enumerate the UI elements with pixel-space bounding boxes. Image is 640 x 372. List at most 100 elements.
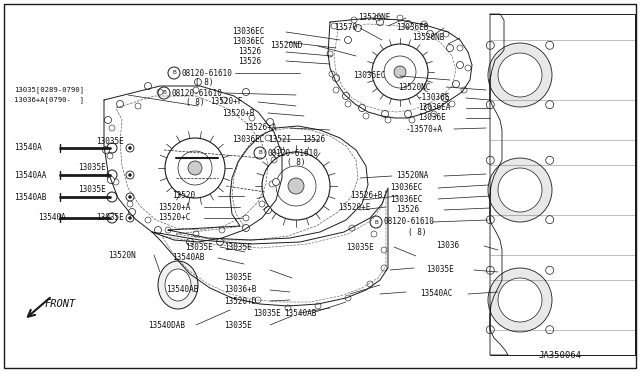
Text: 13520+E: 13520+E bbox=[338, 202, 371, 212]
Circle shape bbox=[154, 227, 161, 234]
Circle shape bbox=[345, 101, 351, 107]
Text: 13520NE: 13520NE bbox=[358, 13, 390, 22]
Text: 13540AB: 13540AB bbox=[172, 253, 204, 263]
Text: 13520+A: 13520+A bbox=[158, 202, 190, 212]
Text: 13035E: 13035E bbox=[224, 273, 252, 282]
Circle shape bbox=[264, 206, 271, 214]
Text: 13035E: 13035E bbox=[96, 137, 124, 145]
Circle shape bbox=[329, 71, 335, 77]
Text: 13570: 13570 bbox=[334, 23, 357, 32]
Circle shape bbox=[331, 23, 337, 29]
Circle shape bbox=[465, 65, 471, 71]
Text: 13036+A[0790-  ]: 13036+A[0790- ] bbox=[14, 97, 84, 103]
Text: 13540AC: 13540AC bbox=[420, 289, 452, 298]
Text: 13035E: 13035E bbox=[185, 243, 212, 251]
Circle shape bbox=[126, 171, 134, 179]
Circle shape bbox=[486, 266, 494, 274]
Circle shape bbox=[273, 179, 280, 186]
Circle shape bbox=[486, 41, 494, 49]
Circle shape bbox=[315, 303, 321, 309]
Text: 13526: 13526 bbox=[396, 205, 419, 215]
Circle shape bbox=[129, 217, 131, 219]
Circle shape bbox=[488, 43, 552, 107]
Text: 13520+D: 13520+D bbox=[224, 296, 257, 305]
Text: 13035E: 13035E bbox=[253, 308, 281, 317]
Circle shape bbox=[546, 156, 554, 164]
Text: 13036EA: 13036EA bbox=[418, 103, 451, 112]
Text: 13526: 13526 bbox=[238, 57, 261, 65]
Circle shape bbox=[129, 173, 131, 176]
Text: 13035E: 13035E bbox=[224, 243, 252, 251]
Circle shape bbox=[129, 147, 131, 150]
Text: 13540AB: 13540AB bbox=[284, 308, 316, 317]
Circle shape bbox=[195, 78, 202, 86]
Text: 13036E: 13036E bbox=[418, 113, 445, 122]
Text: 13036: 13036 bbox=[436, 241, 459, 250]
Circle shape bbox=[345, 295, 351, 301]
Circle shape bbox=[546, 216, 554, 224]
Circle shape bbox=[486, 216, 494, 224]
Circle shape bbox=[126, 193, 134, 201]
Text: 13540AA: 13540AA bbox=[14, 170, 46, 180]
Text: 13035E: 13035E bbox=[78, 186, 106, 195]
Text: 13526: 13526 bbox=[238, 48, 261, 57]
Circle shape bbox=[546, 266, 554, 274]
Text: 13540AB: 13540AB bbox=[14, 192, 46, 202]
Text: 13520NB: 13520NB bbox=[412, 33, 444, 42]
Circle shape bbox=[285, 305, 291, 311]
Circle shape bbox=[129, 196, 131, 199]
Circle shape bbox=[488, 268, 552, 332]
Circle shape bbox=[129, 208, 136, 215]
Text: 13520NC: 13520NC bbox=[398, 83, 430, 92]
Circle shape bbox=[546, 101, 554, 109]
Circle shape bbox=[457, 45, 463, 51]
Text: 13520N: 13520N bbox=[108, 250, 136, 260]
Circle shape bbox=[431, 111, 437, 117]
Text: B: B bbox=[172, 71, 176, 76]
Circle shape bbox=[486, 101, 494, 109]
Circle shape bbox=[107, 213, 117, 223]
Text: 13035[0289-0790]: 13035[0289-0790] bbox=[14, 87, 84, 93]
Circle shape bbox=[216, 238, 223, 246]
Text: 13036EC: 13036EC bbox=[390, 195, 422, 203]
Text: 13540A: 13540A bbox=[14, 144, 42, 153]
Circle shape bbox=[108, 176, 115, 183]
Text: JA350064: JA350064 bbox=[538, 350, 581, 359]
Text: 13520+C: 13520+C bbox=[158, 214, 190, 222]
Circle shape bbox=[488, 158, 552, 222]
Circle shape bbox=[486, 156, 494, 164]
Text: ( 8): ( 8) bbox=[287, 158, 305, 167]
Circle shape bbox=[243, 89, 250, 96]
Circle shape bbox=[443, 31, 449, 37]
Circle shape bbox=[243, 224, 250, 231]
Text: 08120-61610: 08120-61610 bbox=[182, 68, 233, 77]
Text: ( 8): ( 8) bbox=[195, 77, 214, 87]
Text: 13526+B: 13526+B bbox=[350, 192, 382, 201]
Ellipse shape bbox=[165, 269, 191, 301]
Circle shape bbox=[381, 247, 387, 253]
Circle shape bbox=[349, 225, 355, 231]
Circle shape bbox=[367, 281, 373, 287]
Circle shape bbox=[498, 53, 542, 97]
Text: 13035E: 13035E bbox=[78, 164, 106, 173]
Circle shape bbox=[421, 21, 427, 27]
Text: 13036+B: 13036+B bbox=[224, 285, 257, 295]
Text: 13036EC: 13036EC bbox=[390, 183, 422, 192]
Circle shape bbox=[333, 87, 339, 93]
Circle shape bbox=[327, 51, 333, 57]
Circle shape bbox=[104, 116, 111, 124]
Circle shape bbox=[546, 41, 554, 49]
Text: 13036EB: 13036EB bbox=[396, 23, 428, 32]
Text: 13540DAB: 13540DAB bbox=[148, 321, 185, 330]
Text: 13520: 13520 bbox=[172, 192, 195, 201]
Circle shape bbox=[107, 170, 117, 180]
Circle shape bbox=[288, 178, 304, 194]
Text: 13540A: 13540A bbox=[38, 214, 66, 222]
Circle shape bbox=[126, 144, 134, 152]
Text: -13570+A: -13570+A bbox=[406, 125, 443, 134]
Text: 13520+F: 13520+F bbox=[210, 97, 243, 106]
Circle shape bbox=[188, 161, 202, 175]
Text: FRONT: FRONT bbox=[45, 299, 76, 309]
Text: ( 8): ( 8) bbox=[186, 97, 205, 106]
Circle shape bbox=[449, 101, 455, 107]
